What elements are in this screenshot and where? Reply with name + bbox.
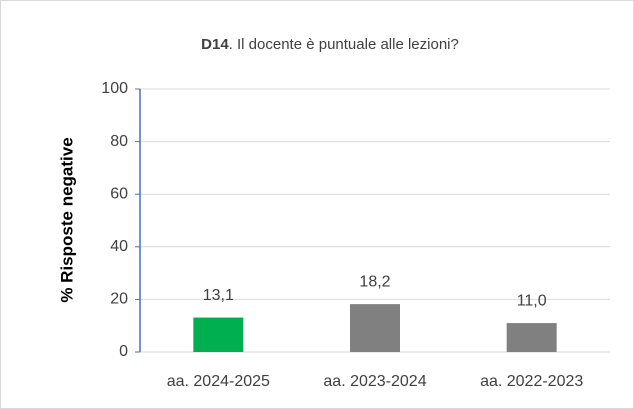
x-tick-label: aa. 2023-2024 [323, 373, 426, 390]
x-tick-label: aa. 2024-2025 [167, 373, 270, 390]
value-label: 18,2 [359, 273, 390, 290]
value-label: 11,0 [517, 292, 547, 309]
y-tick-label: 80 [110, 133, 128, 150]
bar [350, 304, 400, 352]
bar [506, 323, 557, 352]
chart-title: D14. Il docente è puntuale alle lezioni? [201, 36, 459, 53]
y-tick-label: 20 [110, 291, 128, 308]
y-tick-label: 40 [110, 238, 128, 255]
title-text: . Il docente è puntuale alle lezioni? [229, 36, 459, 53]
y-tick-label: 0 [119, 343, 128, 360]
bar [193, 317, 244, 352]
title-code: D14 [201, 36, 229, 53]
y-tick-label: 60 [110, 185, 128, 202]
value-label: 13,1 [203, 287, 234, 304]
y-tick-label: 100 [101, 80, 128, 97]
y-axis-label: % Risposte negative [57, 137, 76, 302]
x-tick-label: aa. 2022-2023 [480, 373, 583, 390]
